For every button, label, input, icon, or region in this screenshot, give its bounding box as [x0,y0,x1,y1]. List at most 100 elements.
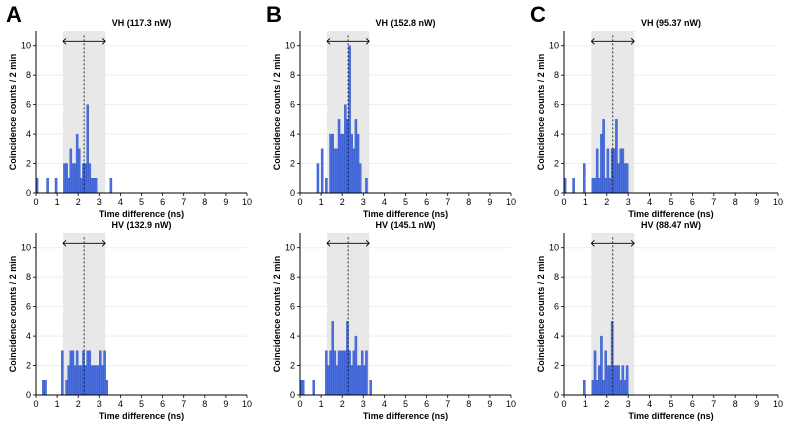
histogram-bar [583,380,586,396]
x-axis-label: Time difference (ns) [628,209,713,219]
x-tick-label: 6 [690,399,695,409]
range-arrow-left-head [326,37,331,45]
histogram-bar [54,178,58,194]
y-tick-label: 6 [26,100,31,110]
x-tick-label: 0 [297,197,302,207]
histogram-bar [329,133,332,194]
histogram-bar [109,178,113,194]
x-tick-label: 7 [445,399,450,409]
x-tick-label: 5 [403,197,408,207]
y-axis-label: Coincidence counts / 2 min [536,256,546,373]
chart-4: 0 1 2 3 4 5 6 7 8 9 10 0 2 4 6 8 10 HV (132.9 nW) Time dif… [8,220,252,421]
x-tick-label: 6 [424,197,429,207]
y-tick-label: 6 [554,100,559,110]
histogram-bar [84,365,87,396]
histogram-bar [604,350,607,396]
x-tick-label: 9 [487,399,492,409]
histogram-bar [94,178,98,194]
histogram-bar [61,350,64,396]
x-axis-label: Time difference (ns) [628,411,713,421]
x-tick-label: 9 [754,399,759,409]
histogram-bar [613,148,616,194]
histogram-bar [352,148,356,194]
histogram-bar [333,350,337,396]
x-tick-label: 9 [487,197,492,207]
histogram-bar [600,335,603,396]
x-tick-label: 10 [242,399,252,409]
histogram-bar [344,104,347,194]
range-arrow-right-head [101,37,106,45]
histogram-bar [42,380,45,396]
histogram-bar [65,163,68,194]
y-axis-label: Coincidence counts / 2 min [536,54,546,171]
x-tick-label: 6 [160,399,165,409]
range-arrow-right-head [630,37,635,45]
x-tick-label: 2 [340,399,345,409]
y-tick-label: 0 [554,188,559,198]
x-tick-label: 8 [733,197,738,207]
y-tick-label: 0 [26,188,31,198]
histogram-bar [619,380,622,396]
histogram-bar [606,365,610,396]
x-tick-label: 9 [754,197,759,207]
histogram-bar [337,119,341,194]
chart-1: 0 1 2 3 4 5 6 7 8 9 10 0 2 4 6 8 10 VH (117.3 nW) Time dif… [8,18,252,219]
histogram-bar [619,148,622,194]
x-axis-label: Time difference (ns) [99,411,184,421]
histogram-bar [88,350,92,396]
histogram-bar [103,350,106,396]
x-tick-label: 1 [55,197,60,207]
histogram-bar [333,148,337,194]
histogram-bar [363,365,366,396]
histogram-bar [623,380,627,396]
histogram-bar [67,365,70,396]
chart-2: 0 1 2 3 4 5 6 7 8 9 10 0 2 4 6 8 10 VH (152.8 nW) Time dif… [272,18,516,219]
y-tick-label: 10 [549,41,559,51]
histogram-bar [75,133,79,194]
x-tick-label: 4 [118,197,123,207]
histogram-bar [339,350,343,396]
x-tick-label: 3 [361,399,366,409]
histogram-bar [80,365,83,396]
x-tick-label: 8 [202,399,207,409]
histogram-bar [354,335,358,396]
range-arrow-right-head [630,239,635,247]
panel-letter-a: A [6,2,22,27]
x-tick-label: 8 [466,197,471,207]
y-tick-label: 2 [290,361,295,371]
histogram-bar [46,178,49,194]
histogram-bar [583,163,586,194]
histogram-bar [73,163,77,194]
range-arrow-left-head [590,37,595,45]
x-tick-label: 4 [382,197,387,207]
histogram-bar [595,380,599,396]
x-tick-label: 5 [139,197,144,207]
histogram-bar [352,350,356,396]
x-tick-label: 2 [604,399,609,409]
histogram-bar [595,148,599,194]
histogram-bar [369,380,372,396]
x-tick-label: 7 [181,399,186,409]
histogram-bar [625,163,629,194]
x-tick-label: 2 [76,197,81,207]
y-tick-label: 10 [549,243,559,253]
y-tick-label: 6 [26,302,31,312]
y-tick-label: 10 [285,243,295,253]
histogram-bar [325,350,328,396]
histogram-bar [348,45,351,194]
x-tick-label: 5 [403,399,408,409]
histogram-bar [623,163,627,194]
histogram-bar [606,148,610,194]
x-tick-label: 8 [202,197,207,207]
x-tick-label: 1 [583,197,588,207]
histogram-bar [365,178,368,194]
histogram-bar [350,133,353,194]
y-tick-label: 4 [290,129,295,139]
y-tick-label: 2 [26,361,31,371]
y-tick-label: 8 [554,70,559,80]
y-tick-label: 4 [290,331,295,341]
histogram-bar [329,350,332,396]
histogram-bar [331,133,334,194]
histogram-bar [105,380,108,396]
x-tick-label: 7 [711,399,716,409]
